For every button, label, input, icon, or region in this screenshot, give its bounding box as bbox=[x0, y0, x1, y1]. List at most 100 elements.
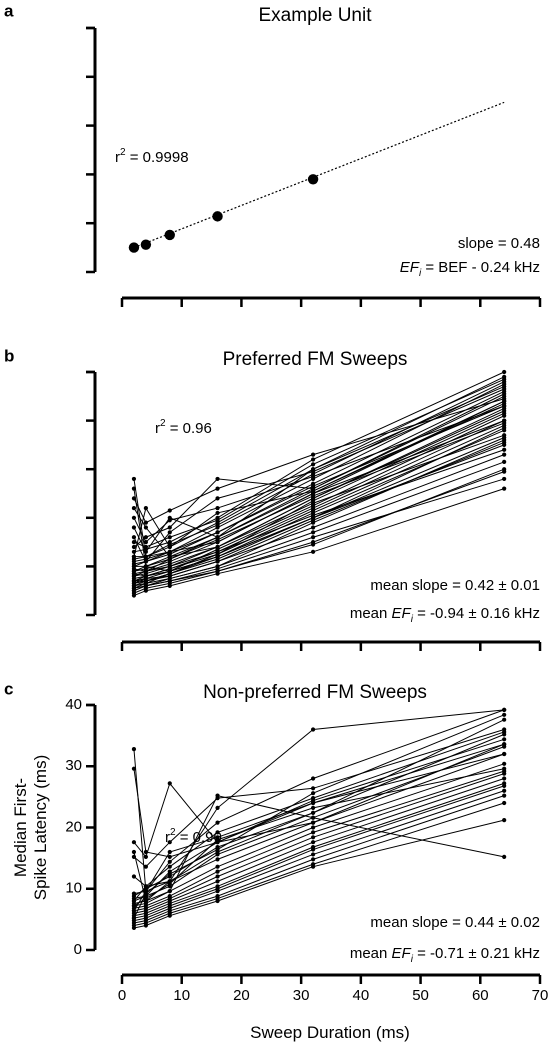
panel-b-series-line bbox=[133, 386, 505, 553]
panel-c-series-point bbox=[502, 818, 507, 823]
panel-b-series-point bbox=[310, 469, 316, 474]
panel-c-series-point bbox=[167, 913, 172, 918]
panel-c-series-point bbox=[131, 908, 137, 913]
panel-c-series-line bbox=[133, 729, 505, 868]
panel-b-series-point bbox=[215, 540, 220, 545]
panel-c-series-line bbox=[133, 795, 505, 902]
panel-c-series-point bbox=[310, 791, 316, 796]
panel-b-series-point bbox=[131, 515, 137, 520]
panel-b-series-point bbox=[502, 418, 507, 423]
panel-c-x-tick-label: 60 bbox=[472, 987, 489, 1004]
panel-b-letter: b bbox=[4, 346, 14, 365]
panel-c-series-point bbox=[167, 854, 172, 860]
panel-b-series-point bbox=[143, 549, 148, 554]
panel-a-title: Example Unit bbox=[259, 5, 373, 26]
panel-b-series-point bbox=[215, 510, 220, 516]
panel-b-series-point bbox=[143, 535, 148, 540]
panel-c-efi-rest: = -0.71 ± 0.21 kHz bbox=[413, 945, 540, 962]
panel-b-series-point bbox=[310, 452, 316, 457]
panel-a-r2-label: r2 = 0.9998 bbox=[115, 147, 189, 166]
panel-c-series-point bbox=[215, 864, 220, 869]
panel-a-data-point bbox=[128, 242, 140, 253]
panel-c-y-tick-label: 0 bbox=[74, 941, 82, 958]
panel-c-y-tick-label: 30 bbox=[65, 757, 82, 774]
panel-c-series-point bbox=[215, 820, 220, 825]
panel-b-series-line bbox=[133, 393, 505, 548]
panel-a-data-point bbox=[307, 174, 319, 185]
panel-c-series-point bbox=[131, 898, 137, 904]
panel-c-series-point bbox=[310, 810, 316, 815]
panel-c-series-point bbox=[143, 864, 148, 869]
panel-b-series-point bbox=[215, 554, 220, 559]
panel-b-series-point bbox=[502, 447, 507, 452]
panel-c-x-tick-label: 10 bbox=[173, 987, 190, 1004]
panel-c-y-tick-label: 40 bbox=[65, 696, 82, 713]
panel-b-series-point bbox=[215, 544, 220, 550]
panel-b-series-point bbox=[167, 535, 172, 540]
panel-b-series-point bbox=[167, 549, 172, 554]
panel-b-series-point bbox=[502, 476, 507, 482]
panel-c-series-point bbox=[215, 857, 220, 862]
panel-c-series-point bbox=[215, 847, 220, 852]
panel-c-series-point bbox=[131, 849, 137, 855]
panel-b-series-point bbox=[215, 535, 220, 540]
panel-b-r2-base: r bbox=[155, 420, 160, 437]
panel-c-series-point bbox=[310, 820, 316, 825]
panel-b-series-point bbox=[215, 505, 220, 511]
panel-c-series-point bbox=[502, 707, 507, 713]
panel-c-efi-var: EF bbox=[392, 945, 412, 962]
panel-c-series-point bbox=[310, 786, 316, 791]
panel-c-r2-base: r bbox=[165, 829, 170, 846]
panel-b-series-line bbox=[133, 420, 505, 558]
panel-b-series-point bbox=[167, 569, 172, 574]
panel-a-efi-sub: i bbox=[419, 268, 422, 279]
panel-c-y-tick-label: 20 bbox=[65, 818, 82, 835]
panel-c-series-point bbox=[167, 849, 172, 855]
panel-c-series-point bbox=[131, 766, 137, 771]
panel-c-series-point bbox=[502, 783, 507, 788]
panel-c-series-point bbox=[167, 781, 172, 786]
panel-a-r2-sup: 2 bbox=[120, 147, 126, 158]
panel-b-series-point bbox=[131, 540, 137, 545]
panel-a-letter: a bbox=[4, 1, 14, 20]
panel-c-r2-label: r2 = 0.90 bbox=[165, 827, 222, 846]
panel-b-r2-label: r2 = 0.96 bbox=[155, 418, 212, 437]
panel-c-r2-value: = 0.90 bbox=[176, 829, 222, 846]
panel-b-series-point bbox=[215, 518, 220, 523]
panel-c-series-point bbox=[502, 761, 507, 766]
panel-b-series-point bbox=[502, 391, 507, 396]
panel-b-series-point bbox=[143, 559, 148, 564]
panel-b-series-line bbox=[133, 378, 505, 548]
panel-c-series-point bbox=[310, 727, 316, 732]
panel-c-series-point bbox=[310, 815, 316, 820]
panel-b-slope-label: mean slope = 0.42 ± 0.01 bbox=[370, 577, 540, 594]
panel-b-series-point bbox=[215, 569, 220, 574]
panel-c-series-point bbox=[310, 847, 316, 852]
panel-c-series-point bbox=[215, 852, 220, 857]
panel-b-efi-sub: i bbox=[411, 614, 414, 625]
panel-b-series-point bbox=[167, 583, 172, 588]
panel-a-data-point bbox=[212, 211, 223, 222]
panel-c-series-point bbox=[502, 766, 507, 771]
panel-c-series-point bbox=[131, 916, 137, 921]
panel-c-series-line bbox=[133, 782, 505, 917]
panel-b-series-point bbox=[310, 486, 316, 491]
panel-b-series-point bbox=[167, 508, 172, 513]
panel-b-series-line bbox=[133, 415, 505, 582]
panel-b-series-point bbox=[502, 369, 507, 375]
panel-c-series-point bbox=[215, 830, 220, 835]
panel-a-data-point bbox=[140, 239, 152, 250]
panel-c-x-tick-label: 30 bbox=[293, 987, 310, 1004]
panel-c-series-point bbox=[502, 729, 507, 735]
panel-c-series-line bbox=[133, 768, 505, 907]
panel-b-series-point bbox=[167, 574, 172, 579]
panel-b-series-point bbox=[143, 544, 148, 550]
panel-b-series-line bbox=[133, 412, 505, 577]
panel-c-series-line bbox=[133, 743, 505, 912]
panel-c-series-point bbox=[215, 898, 220, 904]
panel-c-series-point bbox=[143, 854, 148, 860]
panel-c-x-axis-title: Sweep Duration (ms) bbox=[250, 1023, 410, 1042]
panel-c-series-point bbox=[215, 805, 220, 811]
panel-c-x-tick-label: 40 bbox=[353, 987, 370, 1004]
